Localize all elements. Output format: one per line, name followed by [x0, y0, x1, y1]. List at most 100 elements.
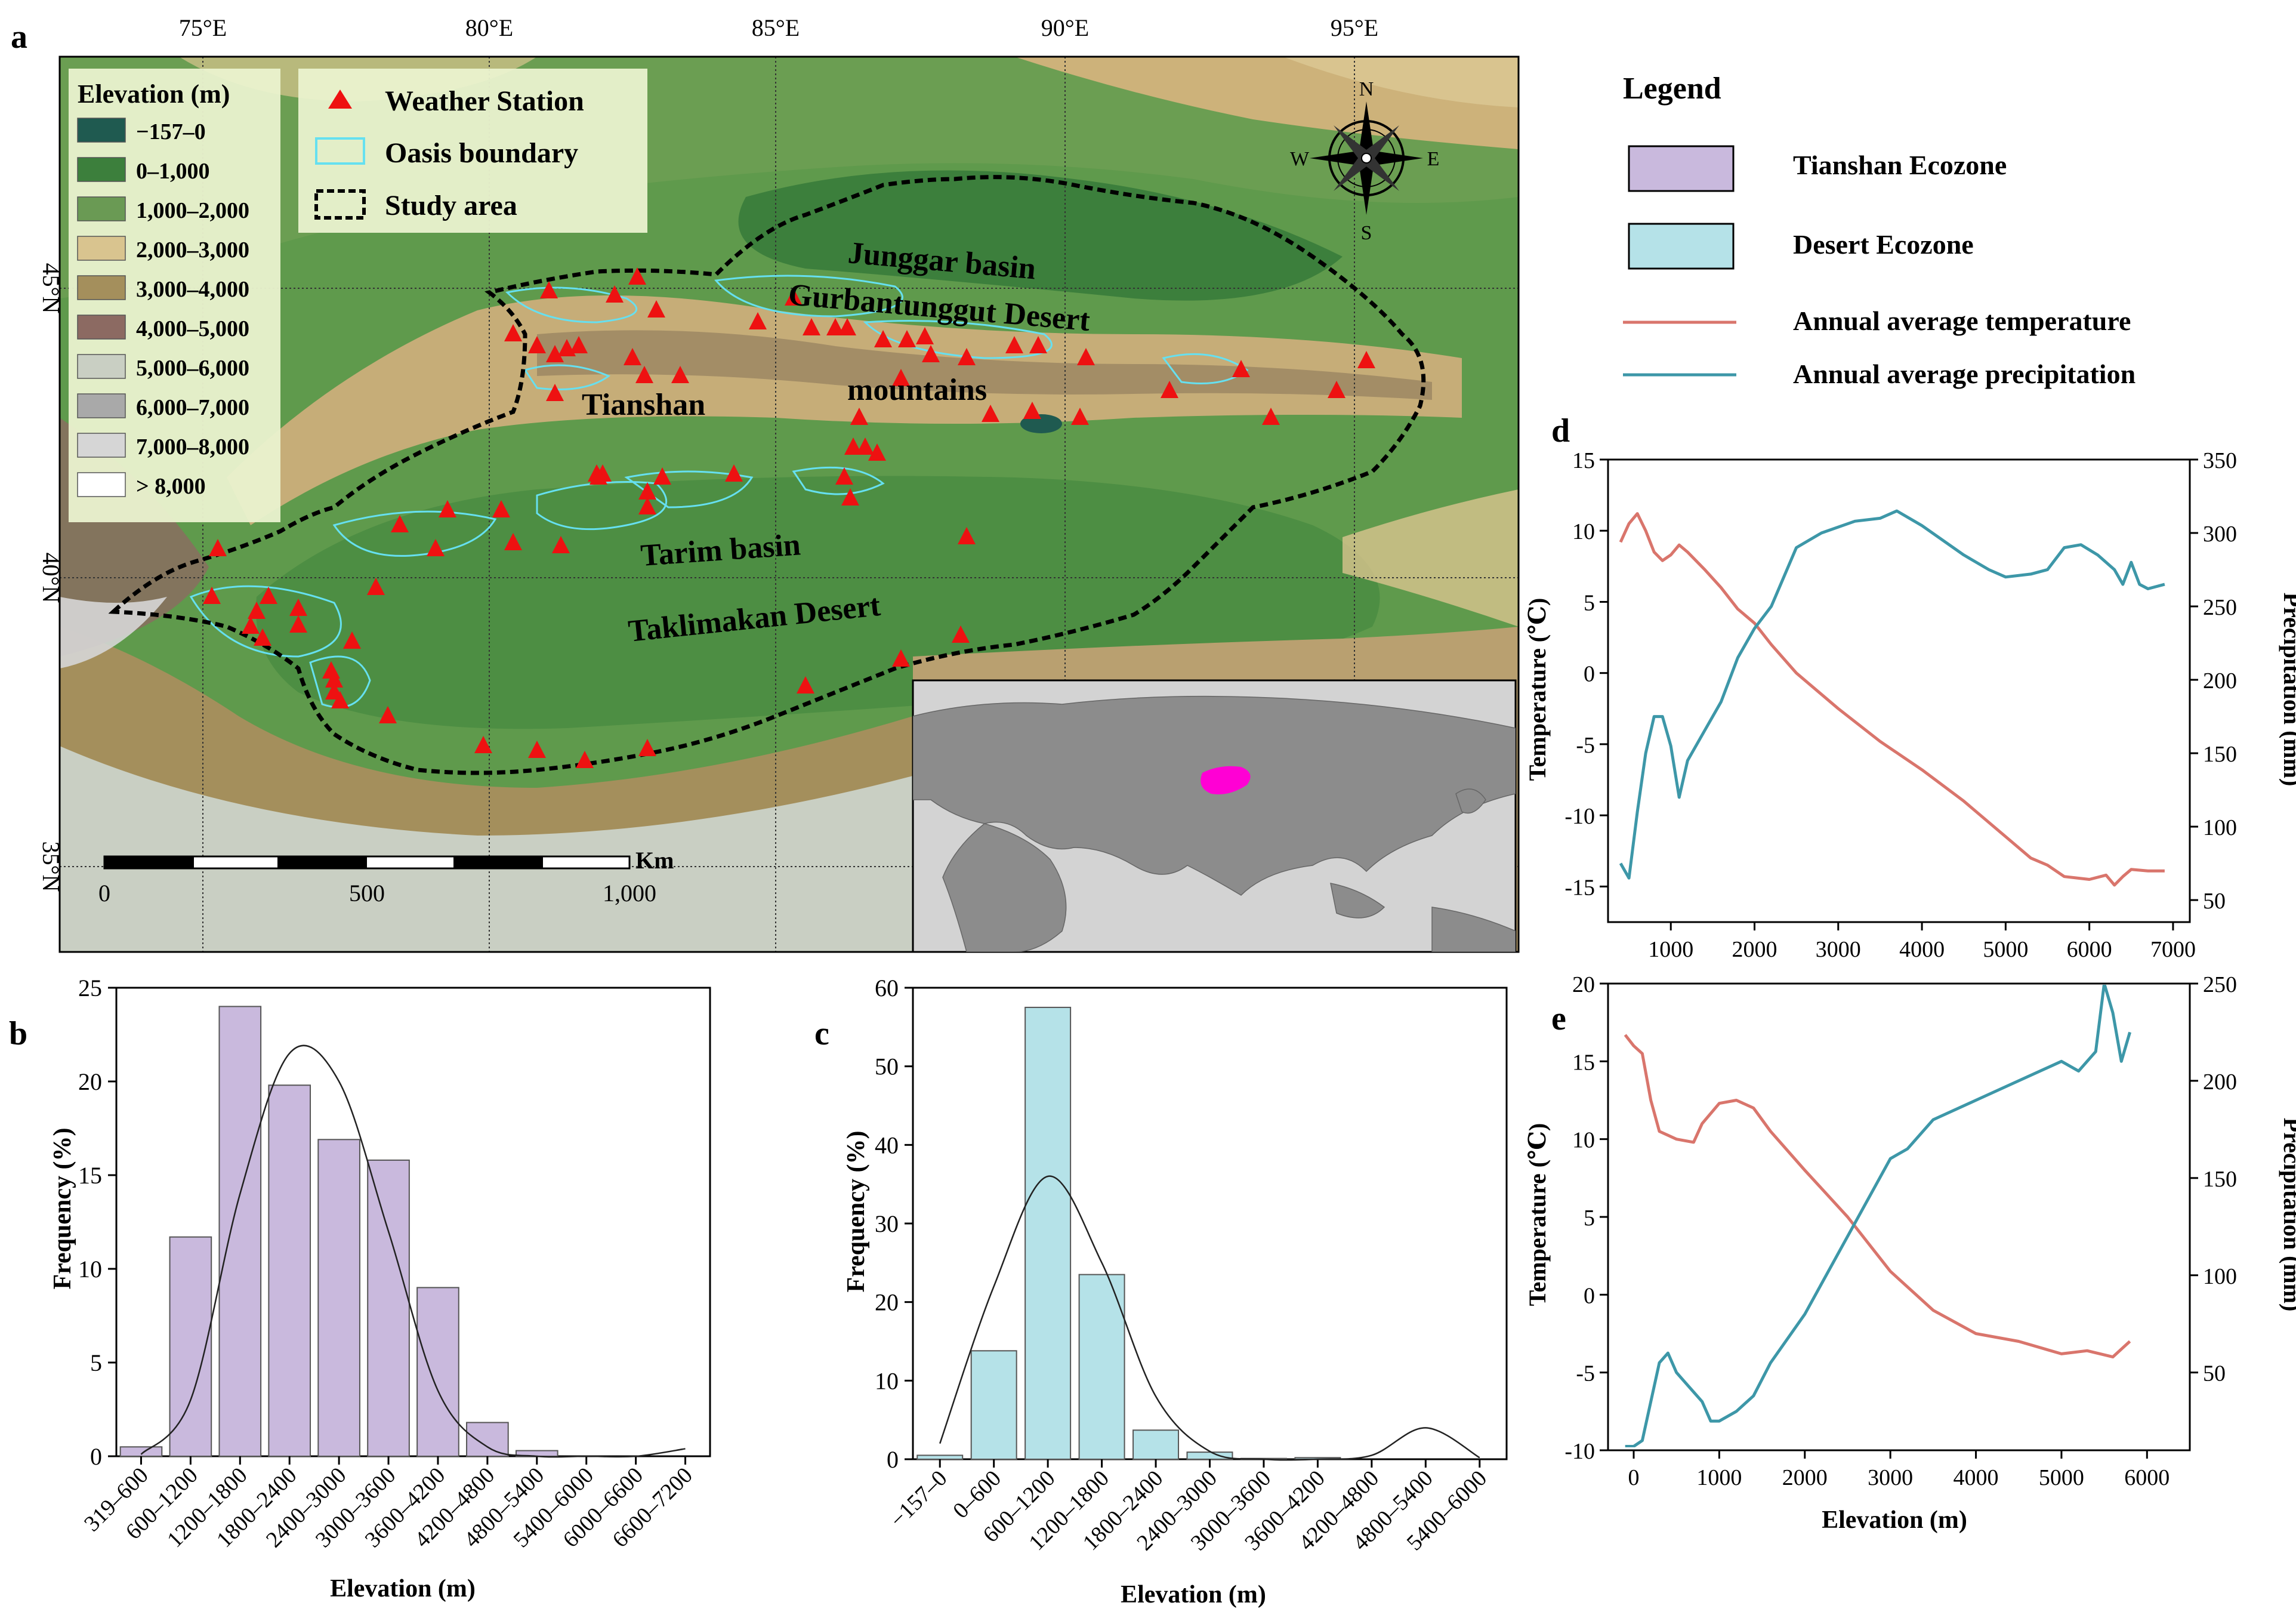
swatch-tianshan [1628, 145, 1735, 192]
d-temperature-line [1619, 512, 2165, 887]
station-marker [606, 285, 624, 303]
lat-labels: 45°N 40°N 35°N [38, 263, 64, 892]
figure-legend: Legend Tianshan Ecozone Desert Ecozone A… [1623, 72, 2135, 389]
legend-temp: Annual average temperature [1793, 306, 2131, 336]
e-precipitation-line [1625, 985, 2131, 1447]
station-marker [653, 467, 671, 485]
b-y-tick-label: 25 [78, 975, 102, 1001]
lat-label: 35°N [38, 842, 64, 892]
panel-label-c: c [814, 1015, 829, 1052]
panel-label-d: d [1551, 412, 1570, 449]
d-x-tick-label: 7000 [2150, 937, 2196, 962]
elevation-class-label: 3,000–4,000 [136, 277, 249, 302]
elevation-class-label: 1,000–2,000 [136, 198, 249, 223]
station-marker [916, 327, 934, 344]
panel-label-e: e [1551, 1000, 1566, 1037]
elevation-class-label: > 8,000 [136, 474, 206, 499]
elevation-swatch [77, 433, 126, 458]
b-bar [169, 1236, 212, 1457]
station-marker [647, 300, 665, 318]
lat-label: 45°N [38, 263, 64, 314]
elevation-swatch [77, 118, 126, 143]
oasis-swatch [315, 137, 365, 165]
e-y2-tick-label: 150 [2203, 1167, 2237, 1192]
legend-tianshan: Tianshan Ecozone [1793, 150, 2007, 180]
compass-e: E [1427, 148, 1440, 170]
station-marker [671, 366, 689, 383]
label-mountains: mountains [847, 373, 987, 407]
e-y2-tick-label: 200 [2203, 1070, 2237, 1095]
station-marker [367, 578, 385, 595]
c-bar [1024, 1006, 1072, 1460]
weather-stations [203, 267, 1375, 768]
station-marker [254, 628, 271, 646]
station-marker [1161, 381, 1178, 398]
lat-label: 40°N [38, 553, 64, 603]
c-bar [1186, 1451, 1233, 1460]
station-marker [546, 345, 564, 362]
d-y-tick-label: 15 [1572, 448, 1595, 473]
b-y-tick-label: 15 [78, 1162, 102, 1189]
station-marker [868, 443, 886, 461]
c-y-tick-label: 10 [875, 1367, 899, 1394]
station-marker [638, 739, 656, 756]
elevation-swatch [77, 354, 126, 379]
station-marker [1023, 402, 1041, 419]
d-y-tick-label: -10 [1564, 804, 1595, 829]
station-marker [248, 602, 266, 619]
station-marker [391, 515, 409, 532]
e-x-tick-label: 0 [1628, 1465, 1640, 1490]
station-marker [898, 330, 916, 347]
station-marker [439, 500, 456, 517]
d-y2-tick-label: 200 [2203, 668, 2237, 694]
inset-locator-map [912, 679, 1517, 953]
c-y-tick-label: 50 [875, 1053, 899, 1080]
b-bar [367, 1159, 410, 1457]
d-x-tick-label: 1000 [1648, 937, 1693, 962]
station-marker [1232, 360, 1250, 377]
e-plot-frame [1607, 982, 2191, 1451]
e-y-tick-label: 20 [1572, 972, 1595, 997]
elevation-class-label: 5,000–6,000 [136, 356, 249, 381]
e-y-axis-title: Temperature (℃) [1524, 1123, 1551, 1306]
b-plot-frame [115, 987, 711, 1457]
station-marker [379, 706, 397, 723]
d-y-tick-label: -15 [1564, 875, 1595, 900]
scale-tick: 0 [98, 880, 110, 907]
legend-title: Legend [1623, 72, 1721, 106]
station-marker [504, 533, 522, 550]
station-marker [841, 488, 859, 506]
c-y-axis-title: Frequency (%) [843, 1130, 870, 1292]
d-y-tick-label: 5 [1584, 590, 1595, 615]
station-marker [635, 366, 653, 383]
station-marker [209, 539, 227, 556]
e-y-tick-label: 0 [1584, 1283, 1595, 1308]
study-area-highlight [1201, 766, 1251, 794]
station-marker [826, 318, 844, 335]
lon-label: 75°E [179, 14, 227, 41]
b-y-axis-title: Frequency (%) [49, 1127, 76, 1289]
elevation-swatch [77, 196, 126, 221]
compass-s: S [1361, 222, 1372, 244]
station-marker [874, 330, 892, 347]
elevation-class-label: −157–0 [136, 119, 206, 144]
compass-w: W [1290, 148, 1310, 170]
station-marker [638, 497, 656, 514]
panel-e-line-chart: e Temperature (℃) Precipitation (mm) Ele… [1524, 972, 2296, 1534]
station-marker [1357, 351, 1375, 368]
legend-oasis: Oasis boundary [385, 137, 578, 169]
elevation-swatch [77, 315, 126, 340]
e-y-tick-label: 5 [1584, 1206, 1595, 1231]
b-bar [268, 1084, 311, 1457]
e-y-tick-label: -5 [1576, 1361, 1595, 1386]
elevation-class-label: 0–1,000 [136, 159, 210, 184]
d-y-tick-label: 10 [1572, 519, 1595, 544]
d-x-tick-label: 4000 [1899, 937, 1945, 962]
lon-label: 85°E [752, 14, 800, 41]
station-marker [289, 615, 307, 633]
station-marker [343, 631, 361, 649]
e-x-tick-label: 2000 [1782, 1465, 1828, 1490]
elevation-swatch [77, 236, 126, 261]
study-swatch [314, 189, 366, 220]
station-marker [892, 649, 910, 667]
